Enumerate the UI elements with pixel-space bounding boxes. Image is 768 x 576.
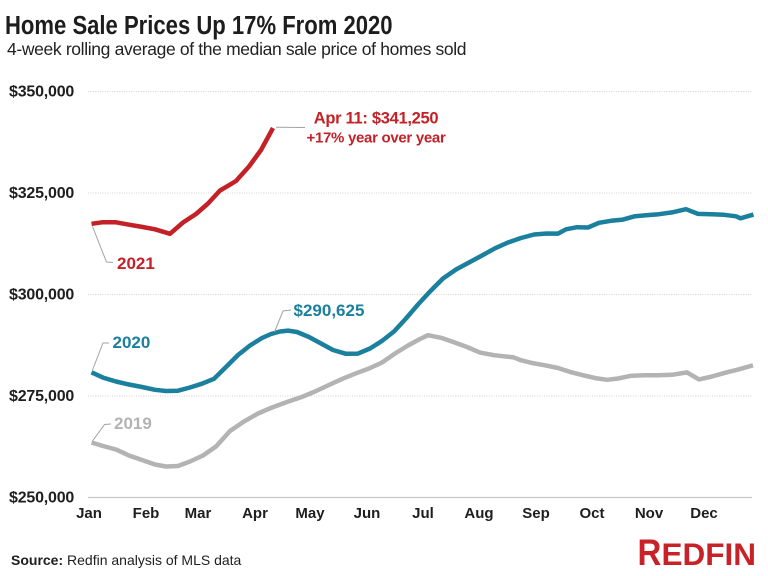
- svg-text:Mar: Mar: [185, 505, 212, 522]
- svg-text:Home Sale Prices Up 17% From 2: Home Sale Prices Up 17% From 2020: [5, 11, 393, 40]
- svg-text:4-week rolling average of the: 4-week rolling average of the median sal…: [7, 39, 466, 59]
- svg-text:EDFIN: EDFIN: [662, 536, 757, 572]
- svg-text:Dec: Dec: [690, 505, 718, 522]
- svg-text:Aug: Aug: [464, 505, 493, 522]
- svg-text:2019: 2019: [114, 414, 152, 433]
- svg-text:$300,000: $300,000: [9, 287, 74, 304]
- svg-text:R: R: [638, 532, 662, 573]
- svg-text:May: May: [295, 505, 325, 522]
- svg-text:Jun: Jun: [354, 505, 381, 522]
- svg-text:Jan: Jan: [76, 505, 102, 522]
- svg-text:$325,000: $325,000: [9, 185, 74, 202]
- svg-text:Jul: Jul: [412, 505, 434, 522]
- svg-text:Nov: Nov: [635, 505, 664, 522]
- svg-text:$250,000: $250,000: [9, 490, 74, 507]
- svg-text:Source: Redfin analysis of MLS: Source: Redfin analysis of MLS data: [11, 552, 242, 568]
- svg-text:$350,000: $350,000: [9, 84, 74, 101]
- svg-text:Apr 11: $341,250: Apr 11: $341,250: [314, 110, 439, 128]
- svg-text:Sep: Sep: [522, 505, 550, 522]
- svg-text:Feb: Feb: [133, 505, 160, 522]
- svg-text:$275,000: $275,000: [9, 388, 74, 405]
- svg-text:Oct: Oct: [579, 505, 604, 522]
- svg-text:Apr: Apr: [242, 505, 268, 522]
- svg-text:$290,625: $290,625: [294, 301, 365, 320]
- svg-text:2021: 2021: [117, 254, 155, 273]
- svg-text:2020: 2020: [113, 333, 151, 352]
- svg-text:+17% year over year: +17% year over year: [307, 130, 446, 147]
